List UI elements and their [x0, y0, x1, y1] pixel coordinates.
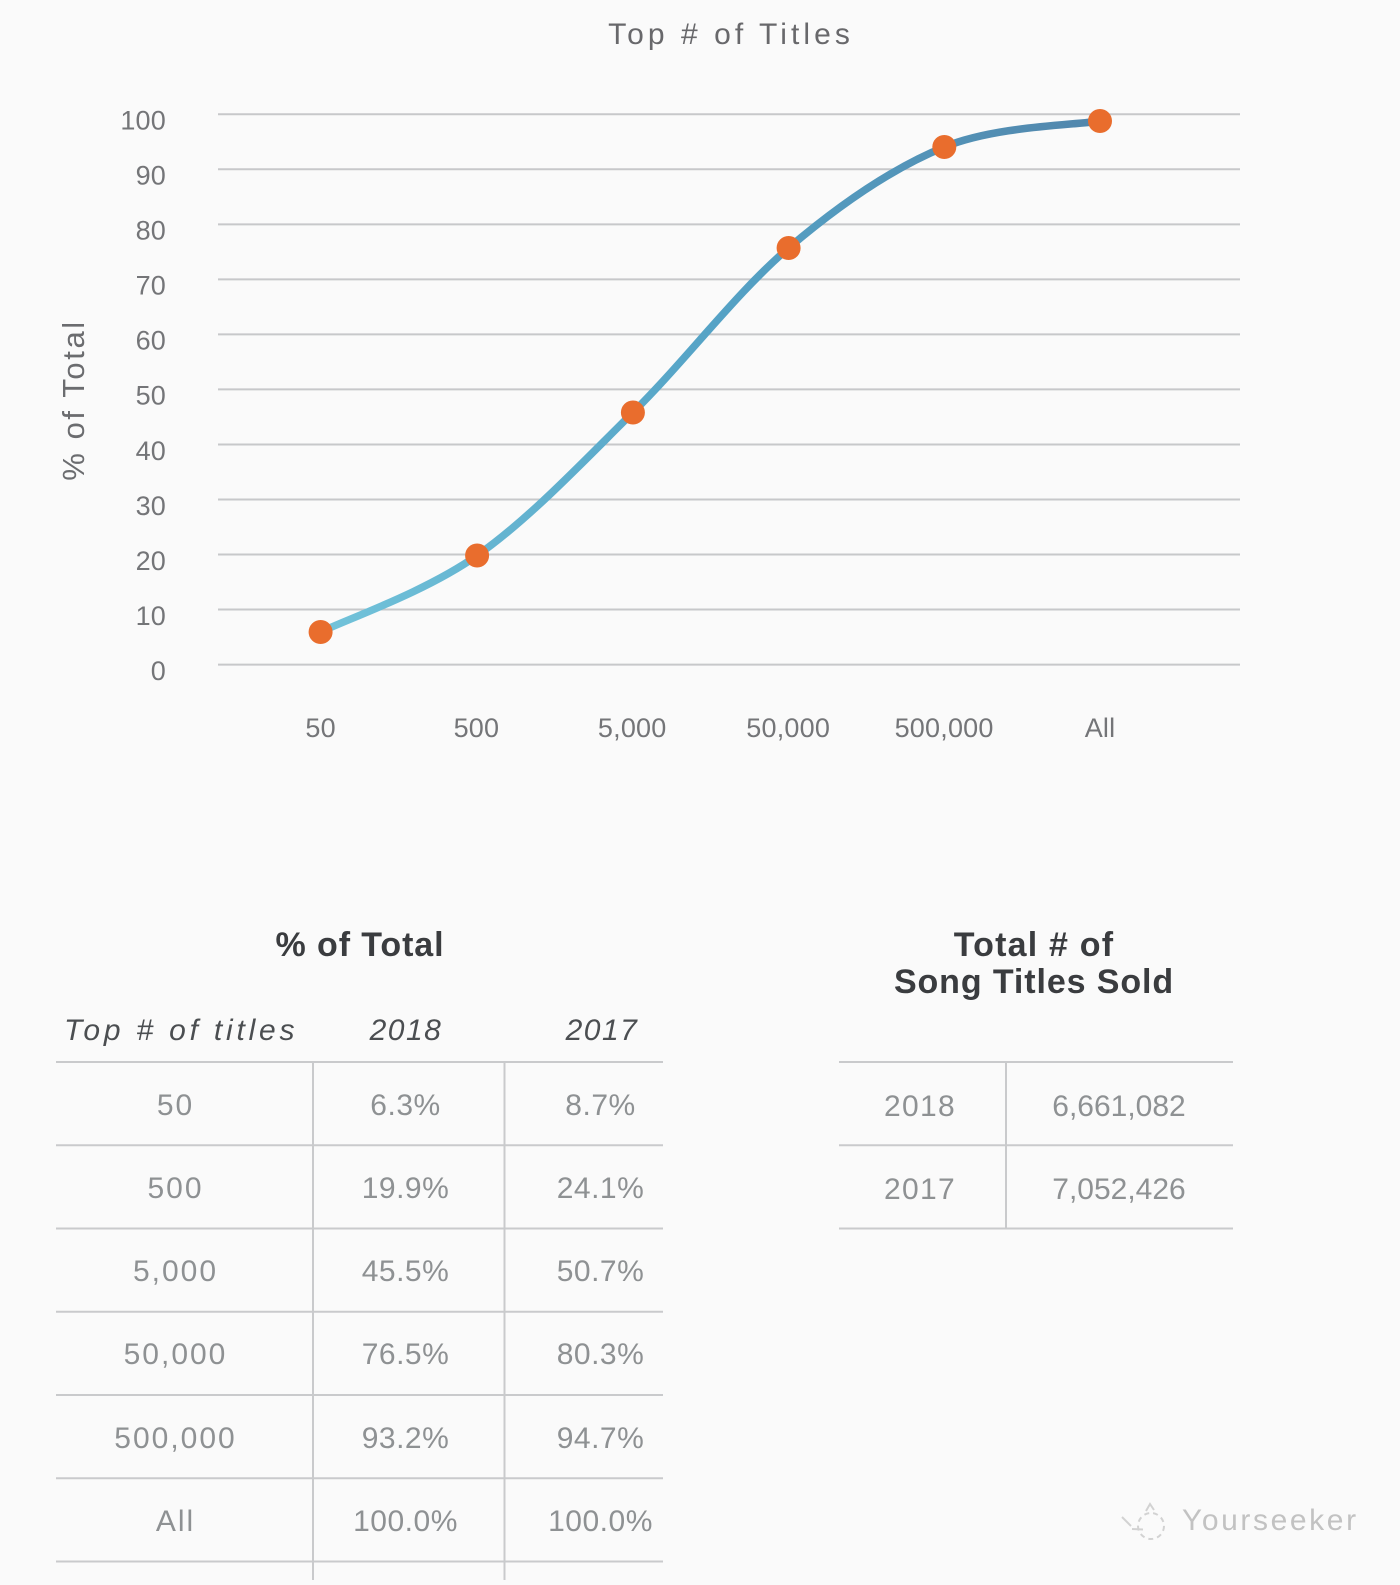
svg-text:500: 500 [147, 1172, 203, 1205]
svg-text:60: 60 [136, 326, 166, 356]
svg-text:2017: 2017 [884, 1173, 956, 1206]
svg-text:24.1%: 24.1% [557, 1172, 645, 1205]
svg-text:30: 30 [136, 491, 166, 521]
svg-text:40: 40 [136, 436, 166, 466]
svg-text:7,052,426: 7,052,426 [1052, 1173, 1185, 1206]
svg-text:50.7%: 50.7% [557, 1255, 645, 1288]
svg-text:Top # of titles: Top # of titles [64, 1014, 298, 1047]
svg-text:6.3%: 6.3% [370, 1089, 440, 1122]
svg-text:Top # of Titles: Top # of Titles [608, 18, 854, 51]
svg-text:0: 0 [151, 656, 166, 686]
svg-text:All: All [1085, 713, 1116, 743]
svg-text:2018: 2018 [884, 1090, 956, 1123]
svg-text:5,000: 5,000 [598, 713, 667, 743]
svg-text:100.0%: 100.0% [548, 1505, 653, 1538]
svg-text:6,661,082: 6,661,082 [1052, 1090, 1185, 1123]
svg-text:50: 50 [136, 381, 166, 411]
svg-text:70: 70 [136, 271, 166, 301]
svg-text:Song Titles Sold: Song Titles Sold [894, 963, 1174, 1001]
svg-text:94.7%: 94.7% [557, 1422, 645, 1455]
svg-text:93.2%: 93.2% [362, 1422, 450, 1455]
svg-text:500,000: 500,000 [895, 713, 994, 743]
svg-text:5,000: 5,000 [133, 1255, 218, 1288]
svg-text:50: 50 [157, 1089, 194, 1122]
svg-text:90: 90 [136, 161, 166, 191]
svg-text:Yourseeker: Yourseeker [1182, 1504, 1359, 1537]
svg-text:50: 50 [305, 713, 335, 743]
svg-text:Total # of: Total # of [954, 926, 1115, 964]
svg-text:% of Total: % of Total [276, 926, 445, 964]
svg-text:100: 100 [120, 106, 166, 136]
svg-text:80: 80 [136, 216, 166, 246]
svg-text:10: 10 [136, 601, 166, 631]
svg-text:100.0%: 100.0% [353, 1505, 458, 1538]
svg-text:2018: 2018 [369, 1014, 443, 1047]
svg-text:45.5%: 45.5% [362, 1255, 450, 1288]
svg-text:All: All [156, 1505, 195, 1538]
svg-text:50,000: 50,000 [746, 713, 830, 743]
svg-text:500,000: 500,000 [114, 1422, 236, 1455]
svg-text:2017: 2017 [565, 1014, 639, 1047]
svg-text:50,000: 50,000 [124, 1338, 228, 1371]
svg-text:% of Total: % of Total [56, 319, 91, 481]
svg-text:500: 500 [454, 713, 500, 743]
svg-text:20: 20 [136, 546, 166, 576]
svg-text:76.5%: 76.5% [362, 1338, 450, 1371]
svg-text:8.7%: 8.7% [565, 1089, 635, 1122]
svg-text:80.3%: 80.3% [557, 1338, 645, 1371]
svg-text:19.9%: 19.9% [362, 1172, 450, 1205]
